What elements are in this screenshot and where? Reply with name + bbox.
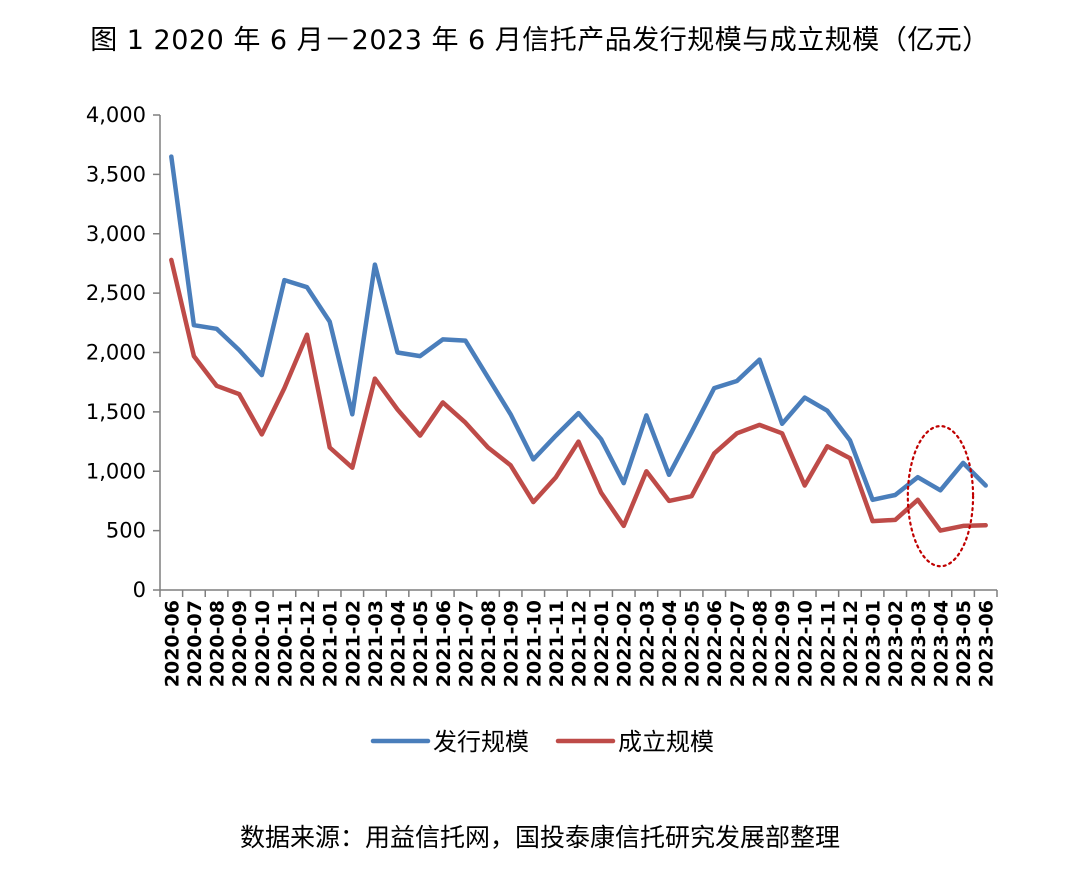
legend: 发行规模 成立规模 (370, 728, 714, 756)
x-tick-label: 2021-04 (388, 600, 410, 687)
x-tick-label: 2020-12 (297, 600, 319, 687)
x-tick-label: 2021-05 (410, 600, 432, 687)
x-tick-label: 2023-05 (953, 600, 975, 687)
x-tick-label: 2022-05 (682, 600, 704, 687)
x-tick-label: 2022-10 (795, 600, 817, 687)
y-tick-label: 3,000 (86, 222, 146, 246)
x-tick-label: 2020-06 (161, 600, 183, 687)
x-tick-label: 2021-02 (342, 600, 364, 687)
x-tick-label: 2022-03 (636, 600, 658, 687)
x-tick-label: 2023-02 (885, 600, 907, 687)
y-tick-label: 500 (106, 519, 146, 543)
x-tick-label: 2020-11 (274, 600, 296, 687)
x-tick-label: 2021-10 (523, 600, 545, 687)
x-tick-label: 2022-04 (659, 600, 681, 687)
x-tick-label: 2022-01 (591, 600, 613, 687)
x-tick-label: 2020-09 (229, 600, 251, 687)
x-tick-label: 2022-11 (817, 600, 839, 687)
annotation (906, 425, 975, 568)
x-tick-label: 2023-04 (930, 600, 952, 687)
x-tick-label: 2022-12 (840, 600, 862, 687)
x-tick-label: 2020-07 (184, 600, 206, 687)
series-line-established (169, 257, 988, 533)
x-tick-label: 2021-11 (546, 600, 568, 687)
axes (153, 114, 998, 597)
legend-label-established: 成立规模 (618, 728, 714, 756)
x-tick-label: 2023-03 (908, 600, 930, 687)
highlight-ellipse (906, 425, 975, 568)
x-tick-label: 2021-08 (478, 600, 500, 687)
x-tick-label: 2022-07 (727, 600, 749, 687)
y-tick-label: 3,500 (86, 162, 146, 186)
y-tick-label: 2,000 (86, 341, 146, 365)
legend-label-issuance: 发行规模 (433, 728, 529, 756)
x-tick-label: 2023-06 (976, 600, 998, 687)
x-tick-label: 2022-09 (772, 600, 794, 687)
chart-title: 图 1 2020 年 6 月－2023 年 6 月信托产品发行规模与成立规模（亿… (90, 25, 990, 56)
x-tick-label: 2021-01 (320, 600, 342, 687)
y-tick-label: 0 (133, 578, 146, 602)
x-tick-label: 2021-12 (569, 600, 591, 687)
x-tick-label: 2023-01 (863, 600, 885, 687)
series-line-issuance (169, 154, 988, 503)
x-tick-label: 2020-08 (207, 600, 229, 687)
y-tick-label: 4,000 (86, 103, 146, 127)
x-tick-label: 2020-10 (252, 600, 274, 687)
x-tick-label: 2021-06 (433, 600, 455, 687)
x-tick-label: 2022-02 (614, 600, 636, 687)
series-lines (169, 154, 988, 533)
x-tick-label: 2021-07 (455, 600, 477, 687)
y-tick-label: 1,500 (86, 400, 146, 424)
y-tick-label: 2,500 (86, 281, 146, 305)
source-note: 数据来源：用益信托网，国投泰康信托研究发展部整理 (239, 823, 840, 852)
x-tick-label: 2022-08 (749, 600, 771, 687)
x-tick-label: 2021-09 (501, 600, 523, 687)
x-tick-label: 2022-06 (704, 600, 726, 687)
tick-labels: 0 500 1,000 1,500 2,000 2,500 3,000 3,500 4,000 2… (86, 103, 998, 687)
y-tick-label: 1,000 (86, 459, 146, 483)
x-tick-label: 2021-03 (365, 600, 387, 687)
